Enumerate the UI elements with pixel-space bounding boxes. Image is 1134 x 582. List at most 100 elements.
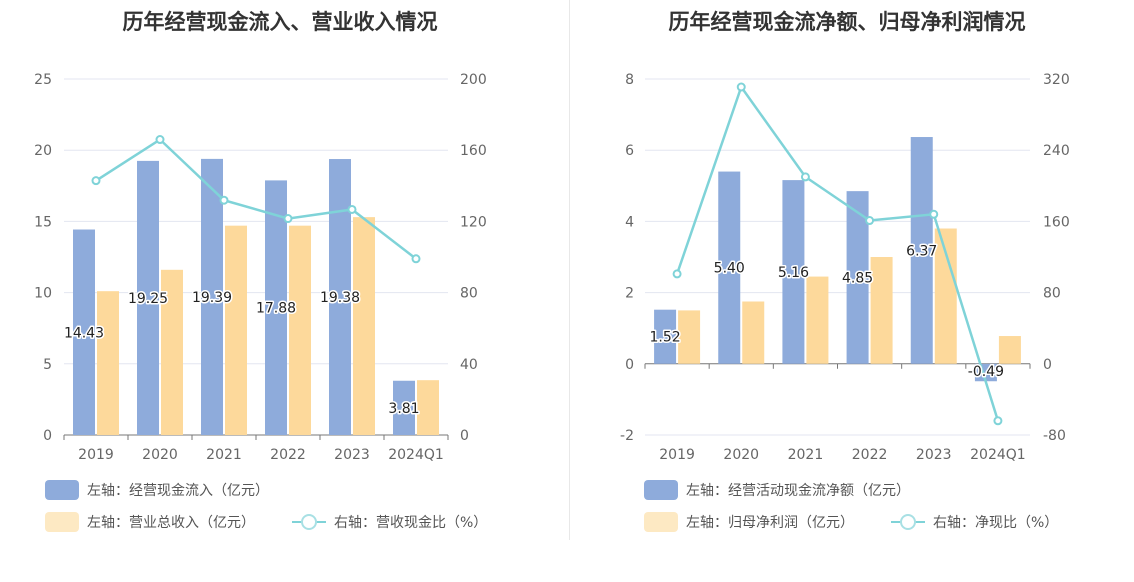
left-axis-tick-label: 20: [34, 143, 52, 159]
legend-label: 左轴：营业总收入（亿元）: [87, 515, 255, 531]
chart-panel-left: 历年经营现金流入、营业收入情况 0 0 5 40 10 80 15 120 20 160 25 200…: [34, 10, 487, 532]
bar: [806, 276, 829, 364]
bar: [998, 336, 1021, 364]
bar: [225, 225, 247, 435]
x-axis-tick-label: 2024Q1: [970, 447, 1026, 463]
bar: [934, 228, 957, 364]
ratio-point: [155, 135, 165, 145]
data-label: 1.52: [649, 330, 680, 346]
bar: [910, 137, 933, 364]
bar: [742, 301, 765, 364]
ratio-point: [347, 204, 357, 214]
left-axis-tick-label: 5: [43, 357, 52, 373]
left-axis-tick-label: 4: [625, 214, 634, 230]
legend-item-inflow[interactable]: 左轴：经营现金流入（亿元）: [45, 480, 269, 500]
left-axis-tick-label: 6: [625, 143, 634, 159]
data-label: 4.85: [842, 270, 873, 286]
x-axis-tick-label: 2020: [723, 447, 759, 463]
right-axis-tick-label: 80: [460, 286, 478, 302]
x-axis-tick-label: 2023: [916, 447, 952, 463]
data-label: 5.16: [778, 265, 809, 281]
x-axis-tick-label: 2021: [206, 447, 242, 463]
bar: [870, 257, 893, 364]
legend-item-net-cashflow[interactable]: 左轴：经营活动现金流净额（亿元）: [644, 480, 910, 500]
legend-label: 左轴：经营活动现金流净额（亿元）: [686, 483, 910, 499]
data-label: -0.49: [968, 364, 1004, 380]
data-label: 6.37: [906, 243, 937, 259]
x-axis-tick-label: 2021: [788, 447, 824, 463]
legend-item-net-ratio[interactable]: 右轴：净现比（%）: [891, 512, 1058, 532]
x-axis-tick-label: 2024Q1: [388, 447, 444, 463]
ratio-point: [283, 214, 293, 224]
legend-item-net-profit[interactable]: 左轴：归母净利润（亿元）: [644, 512, 854, 532]
bar: [137, 160, 159, 435]
bar: [417, 380, 439, 435]
left-axis-tick-label: 25: [34, 72, 52, 88]
left-axis-tick-label: -2: [620, 428, 634, 444]
left-axis-tick-label: 8: [625, 72, 634, 88]
data-label: 5.40: [714, 261, 745, 277]
data-label: 3.81: [388, 401, 419, 417]
ratio-point: [672, 269, 682, 279]
left-axis-tick-label: 2: [625, 286, 634, 302]
right-axis-tick-label: 240: [1043, 143, 1070, 159]
panel-divider: [569, 0, 570, 540]
right-axis-tick-label: 0: [460, 428, 469, 444]
right-axis-tick-label: 160: [460, 143, 487, 159]
legend-item-revenue[interactable]: 左轴：营业总收入（亿元）: [45, 512, 255, 532]
chart-title: 历年经营现金流净额、归母净利润情况: [668, 10, 1026, 34]
data-label: 17.88: [256, 301, 296, 317]
bar: [353, 217, 375, 435]
bar: [846, 191, 869, 364]
x-axis-tick-label: 2022: [270, 447, 306, 463]
left-axis-tick-label: 10: [34, 286, 52, 302]
right-axis-tick-label: 120: [460, 214, 487, 230]
bar: [97, 291, 119, 435]
ratio-point: [91, 176, 101, 186]
bar: [201, 158, 223, 435]
legend-item-ratio[interactable]: 右轴：营收现金比（%）: [292, 512, 487, 532]
bar: [329, 159, 351, 435]
ratio-line: [675, 84, 1000, 422]
x-axis-tick-label: 2023: [334, 447, 370, 463]
bar: [393, 380, 415, 435]
right-axis-tick-label: 320: [1043, 72, 1070, 88]
chart-title: 历年经营现金流入、营业收入情况: [122, 10, 438, 34]
right-axis-tick-label: -80: [1043, 428, 1066, 444]
legend-label: 左轴：经营现金流入（亿元）: [87, 483, 269, 499]
ratio-point: [865, 216, 875, 226]
legend-swatch-inflow: [45, 480, 79, 500]
ratio-point: [929, 209, 939, 219]
data-label: 14.43: [64, 325, 104, 341]
ratio-point: [219, 195, 229, 205]
bar: [265, 180, 287, 435]
x-axis-tick-label: 2022: [852, 447, 888, 463]
legend-label: 左轴：归母净利润（亿元）: [686, 515, 854, 531]
bar: [678, 310, 701, 364]
ratio-point: [800, 172, 810, 182]
bar: [782, 180, 805, 364]
ratio-point: [736, 82, 746, 92]
bar: [289, 225, 311, 435]
chart-plot-left: 0 0 5 40 10 80 15 120 20 160 25 200 2019 2020 2021 2022…: [34, 72, 487, 463]
chart-plot-right: -2 -80 0 0 2 80 4 160 6 240 8 320 2019 2020 2021 2022 20…: [620, 72, 1070, 463]
right-axis-tick-label: 80: [1043, 286, 1061, 302]
legend-swatch-net-cashflow: [644, 480, 678, 500]
legend-label: 右轴：营收现金比（%）: [334, 515, 488, 531]
legend-label: 右轴：净现比（%）: [933, 515, 1059, 531]
data-label: 19.25: [128, 291, 168, 307]
x-axis-tick-label: 2019: [659, 447, 695, 463]
legend-swatch-net-ratio: [891, 512, 925, 532]
x-axis-tick-label: 2019: [78, 447, 114, 463]
legend-swatch-net-profit: [644, 512, 678, 532]
x-axis-tick-label: 2020: [142, 447, 178, 463]
bar: [73, 229, 95, 435]
right-axis-tick-label: 160: [1043, 214, 1070, 230]
left-axis-tick-label: 0: [625, 357, 634, 373]
ratio-point: [993, 416, 1003, 426]
legend-swatch-ratio: [292, 512, 326, 532]
legend-swatch-revenue: [45, 512, 79, 532]
bar: [161, 269, 183, 435]
bar: [718, 171, 741, 364]
ratio-line: [95, 137, 417, 260]
